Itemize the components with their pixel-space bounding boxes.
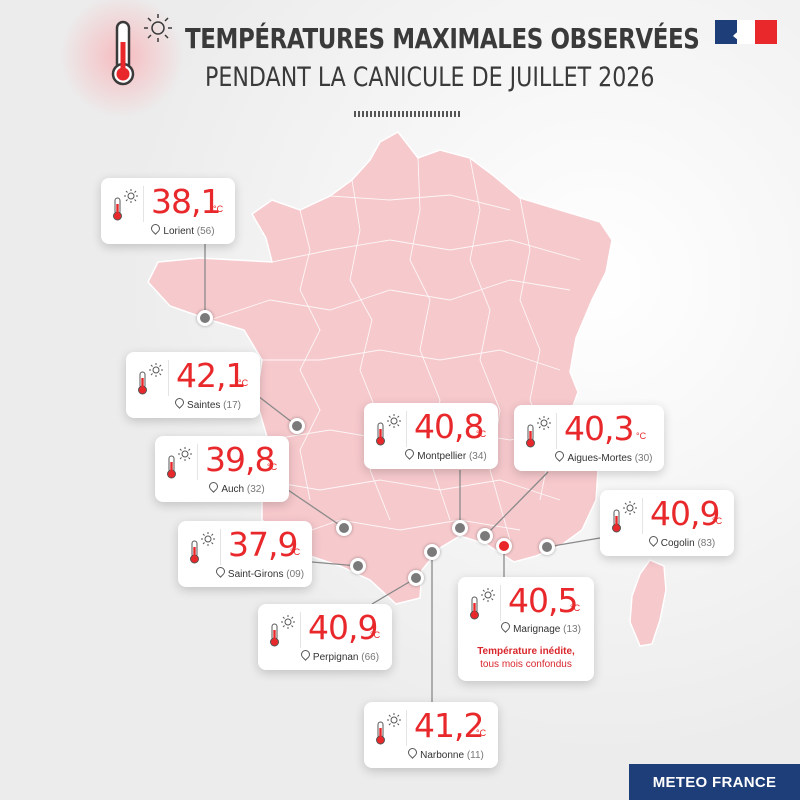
station-marker-montpellier[interactable] (452, 520, 468, 536)
station-temperature: 40,9 (308, 608, 378, 647)
temperature-unit: °C (712, 516, 723, 526)
title-divider (354, 111, 462, 117)
station-temperature: 40,3 (564, 409, 634, 448)
record-note-line-1: Température inédite, (477, 646, 575, 657)
meteo-france-logo-text: METEO FRANCE (652, 774, 777, 791)
station-name: Narbonne (11) (364, 746, 498, 761)
thermometer-sun-icon (113, 189, 138, 221)
station-temperature: 41,2 (414, 706, 484, 745)
location-pin-icon (646, 534, 660, 547)
station-temperature: 37,9 (228, 525, 298, 564)
station-marker-cogolin[interactable] (539, 539, 555, 555)
thermometer-sun-icon (138, 363, 163, 395)
station-temperature: 40,5 (508, 581, 578, 620)
thermometer-sun-icon (376, 713, 401, 745)
station-card-marignage[interactable]: 40,5 °C Marignage (13) Température inédi… (458, 577, 594, 681)
location-pin-icon (299, 648, 312, 661)
title-line-2: PENDANT LA CANICULE DE JUILLET 2026 (205, 62, 655, 93)
temperature-unit: °C (476, 429, 487, 439)
station-name: Saintes (17) (126, 396, 260, 411)
location-pin-icon (173, 396, 186, 409)
station-marker-auch[interactable] (336, 520, 352, 536)
location-pin-icon (406, 746, 419, 759)
station-temperature: 42,1 (176, 356, 246, 395)
title-line-1: TEMPÉRATURES MAXIMALES OBSERVÉES (185, 22, 700, 55)
header-sun-icon (144, 14, 172, 42)
station-temperature: 40,8 (414, 407, 484, 446)
station-temperature: 38,1 (151, 182, 221, 221)
station-card-saintes[interactable]: 42,1 °C Saintes (17) (126, 352, 260, 418)
republique-francaise-logo (715, 20, 777, 44)
record-note-line-2: tous mois confondus (480, 659, 572, 670)
station-marker-marignage[interactable] (496, 538, 512, 554)
location-pin-icon (149, 222, 163, 235)
station-card-auch[interactable]: 39,8 °C Auch (32) (155, 436, 289, 502)
location-pin-icon (214, 565, 227, 578)
temperature-unit: °C (267, 462, 278, 472)
station-marker-aigues-mortes[interactable] (477, 528, 493, 544)
station-card-perpignan[interactable]: 40,9 °C Perpignan (66) (258, 604, 392, 670)
thermometer-sun-icon (167, 447, 192, 479)
station-card-saint-girons[interactable]: 37,9 °C Saint-Girons (09) (178, 521, 312, 587)
location-pin-icon (499, 620, 512, 633)
station-marker-saintes[interactable] (289, 418, 305, 434)
temperature-unit: °C (476, 728, 487, 738)
corsica (629, 559, 667, 647)
station-card-narbonne[interactable]: 41,2 °C Narbonne (11) (364, 702, 498, 768)
temperature-unit: °C (636, 431, 647, 441)
temperature-unit: °C (570, 603, 581, 613)
station-card-montpellier[interactable]: 40,8 °C Montpellier (34) (364, 403, 498, 469)
station-marker-saint-girons[interactable] (350, 558, 366, 574)
meteo-france-logo: METEO FRANCE (629, 764, 800, 800)
record-note: Température inédite, tous mois confondus (458, 645, 594, 671)
station-temperature: 39,8 (205, 440, 275, 479)
station-name: Lorient (56) (101, 222, 235, 237)
location-pin-icon (553, 449, 567, 462)
temperature-unit: °C (213, 204, 224, 214)
station-marker-narbonne[interactable] (424, 544, 440, 560)
thermometer-sun-icon (612, 501, 637, 533)
station-card-aigues-mortes[interactable]: 40,3 °C Aigues-Mortes (30) (514, 405, 664, 471)
thermometer-sun-icon (470, 588, 495, 620)
thermometer-sun-icon (270, 615, 295, 647)
thermometer-sun-icon (526, 416, 551, 448)
thermometer-sun-icon (376, 414, 401, 446)
station-name: Marignage (13) (458, 620, 594, 635)
station-name: Montpellier (34) (364, 447, 498, 462)
temperature-unit: °C (238, 378, 249, 388)
station-marker-perpignan[interactable] (408, 570, 424, 586)
temperature-unit: °C (370, 630, 381, 640)
station-card-lorient[interactable]: 38,1 °C Lorient (56) (101, 178, 235, 244)
location-pin-icon (207, 480, 221, 493)
station-name: Saint-Girons (09) (178, 565, 312, 580)
thermometer-sun-icon (190, 532, 215, 564)
station-card-cogolin[interactable]: 40,9 °C Cogolin (83) (600, 490, 734, 556)
header-thermometer-icon (111, 20, 135, 86)
temperature-unit: °C (290, 547, 301, 557)
station-name: Auch (32) (155, 480, 289, 495)
station-name: Perpignan (66) (258, 648, 392, 663)
station-name: Aigues-Mortes (30) (514, 449, 664, 464)
station-marker-lorient[interactable] (197, 310, 213, 326)
location-pin-icon (403, 447, 417, 460)
station-name: Cogolin (83) (600, 534, 734, 549)
station-temperature: 40,9 (650, 494, 720, 533)
